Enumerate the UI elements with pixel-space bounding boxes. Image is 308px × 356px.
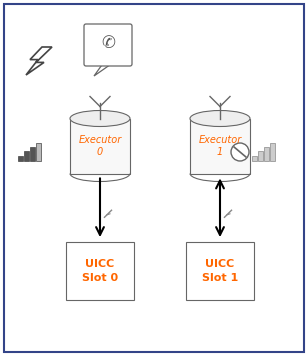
Ellipse shape xyxy=(190,110,250,126)
Bar xyxy=(36,143,41,161)
Bar xyxy=(24,151,29,161)
Text: Executor
1: Executor 1 xyxy=(198,135,241,157)
Bar xyxy=(66,242,134,300)
Text: Executor
0: Executor 0 xyxy=(78,135,122,157)
Bar xyxy=(252,156,257,161)
Bar xyxy=(190,119,250,173)
Polygon shape xyxy=(94,62,114,76)
Bar xyxy=(186,242,254,300)
Bar xyxy=(70,119,130,173)
Bar xyxy=(270,143,275,161)
Bar xyxy=(18,156,23,161)
Bar xyxy=(264,147,269,161)
Text: ✆: ✆ xyxy=(101,34,115,52)
Ellipse shape xyxy=(70,110,130,126)
Circle shape xyxy=(231,143,249,161)
Bar xyxy=(30,147,35,161)
FancyBboxPatch shape xyxy=(84,24,132,66)
Polygon shape xyxy=(26,47,52,75)
Text: UICC
Slot 0: UICC Slot 0 xyxy=(82,260,118,283)
Bar xyxy=(258,151,263,161)
Text: UICC
Slot 1: UICC Slot 1 xyxy=(202,260,238,283)
